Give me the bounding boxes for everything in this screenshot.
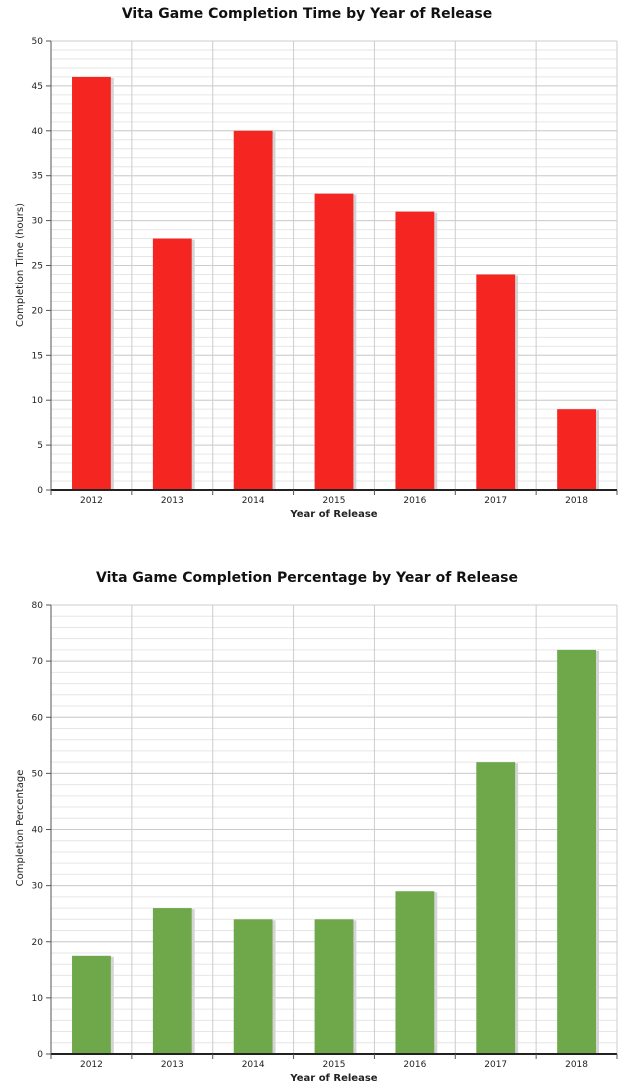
chart-title: Vita Game Completion Percentage by Year … [96,570,518,586]
y-tick-label: 5 [37,441,43,451]
completion-time-chart: Vita Game Completion Time by Year of Rel… [15,6,618,520]
y-tick-label: 70 [32,657,44,667]
bar [557,649,596,1054]
axes [46,40,618,495]
x-tick-label: 2017 [484,496,507,506]
x-tick-label: 2018 [565,496,588,506]
bar [314,919,354,1054]
y-tick-label: 50 [32,37,44,47]
x-tick-labels: 2012 2013 2014 2015 2016 2017 2018 [80,496,588,506]
x-axis-title: Year of Release [289,1073,377,1084]
y-tick-labels: 0 5 10 15 20 25 30 35 40 45 50 [32,37,44,496]
y-tick-label: 60 [32,713,44,723]
x-tick-label: 2017 [484,1060,507,1070]
y-tick-label: 80 [32,601,44,611]
x-tick-label: 2013 [161,496,184,506]
y-tick-label: 30 [32,217,44,227]
bar [72,955,111,1054]
y-tick-label: 45 [32,82,43,92]
bars [72,649,599,1054]
y-axis-title: Completion Percentage [15,770,26,887]
y-tick-label: 30 [32,882,44,892]
chart-title: Vita Game Completion Time by Year of Rel… [122,6,492,22]
y-tick-label: 0 [37,1050,43,1060]
x-tick-label: 2014 [242,496,265,506]
y-tick-label: 50 [32,769,44,779]
completion-percentage-chart: Vita Game Completion Percentage by Year … [15,570,618,1084]
bar [557,409,596,490]
x-tick-label: 2015 [323,1060,346,1070]
bar [476,274,516,490]
bar [152,908,192,1054]
y-tick-label: 25 [32,262,43,272]
y-tick-labels: 0 10 20 30 40 50 60 70 80 [32,601,44,1060]
bar [314,193,354,490]
bar [233,130,273,491]
y-axis-title: Completion Time (hours) [15,203,26,327]
x-tick-label: 2013 [161,1060,184,1070]
x-tick-label: 2014 [242,1060,265,1070]
x-tick-label: 2015 [323,496,346,506]
x-tick-labels: 2012 2013 2014 2015 2016 2017 2018 [80,1060,588,1070]
bar [72,76,111,491]
x-tick-label: 2016 [403,496,426,506]
y-tick-label: 15 [32,351,43,361]
x-axis-title: Year of Release [289,509,377,520]
y-tick-label: 10 [32,396,44,406]
bars [72,76,599,491]
y-tick-label: 0 [37,486,43,496]
x-tick-label: 2012 [80,496,103,506]
x-tick-label: 2018 [565,1060,588,1070]
bar [395,891,435,1054]
y-tick-label: 20 [32,306,44,316]
bar [152,238,192,490]
x-tick-label: 2016 [403,1060,426,1070]
bar [476,762,516,1054]
y-tick-label: 20 [32,938,44,948]
y-tick-label: 10 [32,994,44,1004]
x-tick-label: 2012 [80,1060,103,1070]
bar [395,211,435,490]
bar [233,919,273,1054]
y-tick-label: 40 [32,127,44,137]
y-tick-label: 40 [32,826,44,836]
axes [46,604,618,1059]
y-tick-label: 35 [32,172,43,182]
